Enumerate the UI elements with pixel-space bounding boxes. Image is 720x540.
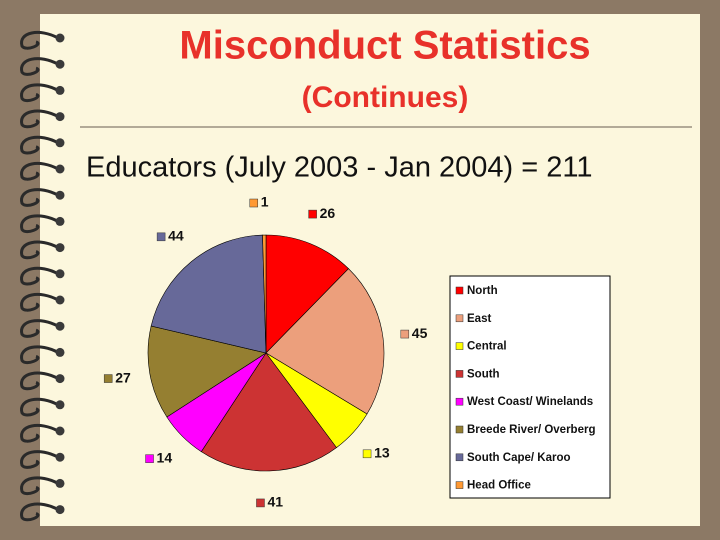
legend-swatch (455, 286, 464, 295)
spiral-hole (55, 452, 65, 462)
spiral-ring (20, 292, 59, 312)
data-label: 27 (115, 369, 131, 385)
pie-slice (265, 234, 349, 354)
legend-swatch (455, 370, 464, 378)
slide-subtitle: (Continues) (302, 81, 469, 114)
pie-slice (200, 352, 337, 472)
label-swatch (362, 449, 372, 459)
spiral-ring (20, 83, 59, 103)
data-label: 26 (320, 205, 336, 221)
spiral-ring (20, 345, 59, 365)
legend-label: South (467, 368, 500, 380)
spiral-hole (55, 347, 65, 357)
legend-swatch (455, 397, 464, 406)
annotation: Educators (July 2003 - Jan 2004) = 211 (86, 152, 592, 184)
legend-label: Head Office (467, 480, 531, 492)
data-label: 1 (261, 194, 269, 210)
legend-swatch (455, 453, 464, 462)
spiral-ring (20, 30, 59, 50)
legend-swatch (455, 342, 464, 350)
spiral-hole (55, 374, 65, 384)
spiral-hole (55, 321, 65, 331)
spiral-binding (20, 30, 65, 522)
pie-slice (147, 325, 267, 418)
spiral-hole (55, 112, 65, 122)
spiral-hole (55, 138, 65, 148)
legend-label: Breede River/ Overberg (467, 424, 595, 436)
legend (449, 275, 611, 499)
pie-slice (150, 234, 267, 354)
spiral-hole (55, 164, 65, 174)
spiral-hole (55, 295, 65, 305)
spiral-ring (20, 57, 59, 76)
spiral-ring (20, 188, 59, 207)
spiral-ring (20, 135, 59, 155)
spiral-ring (20, 502, 59, 522)
spiral-ring (20, 161, 59, 181)
spiral-ring (20, 476, 59, 496)
spiral-hole (55, 426, 65, 436)
pie-slice (265, 268, 385, 415)
spiral-ring (20, 423, 59, 443)
data-label: 13 (374, 445, 390, 461)
spiral-ring (20, 371, 59, 391)
spiral-hole (55, 33, 65, 43)
legend-swatch (455, 314, 464, 323)
spiral-hole (55, 85, 65, 95)
legend-label: North (467, 285, 498, 297)
legend-label: West Coast/ Winelands (467, 396, 593, 408)
slide-title: Misconduct Statistics (179, 24, 590, 68)
spiral-hole (55, 216, 65, 226)
label-swatch (256, 498, 265, 508)
label-swatch (103, 374, 113, 383)
spiral-hole (55, 269, 65, 279)
spiral-hole (55, 478, 65, 488)
spiral-hole (55, 59, 65, 69)
label-swatch (249, 198, 259, 208)
label-swatch (145, 454, 154, 463)
legend-swatch (455, 481, 464, 489)
spiral-hole (55, 243, 65, 253)
spiral-ring (20, 266, 59, 286)
label-swatch (308, 209, 317, 219)
pie-slice (262, 234, 267, 354)
spiral-hole (55, 400, 65, 410)
spiral-hole (55, 505, 65, 515)
spiral-ring (20, 214, 59, 234)
legend-swatch (455, 425, 464, 434)
data-label: 44 (168, 228, 184, 244)
legend-label: Central (467, 341, 507, 353)
data-label: 45 (412, 325, 428, 341)
legend-label: East (467, 313, 491, 325)
data-label: 14 (157, 449, 173, 465)
spiral-ring (20, 109, 59, 129)
spiral-ring (20, 319, 59, 338)
spiral-hole (55, 190, 65, 200)
label-swatch (156, 232, 166, 242)
data-label: 41 (267, 494, 283, 510)
spiral-ring (20, 397, 59, 417)
legend-label: South Cape/ Karoo (467, 452, 571, 464)
spiral-ring (20, 450, 59, 469)
label-swatch (400, 329, 410, 339)
spiral-ring (20, 240, 59, 260)
pie (147, 234, 385, 472)
